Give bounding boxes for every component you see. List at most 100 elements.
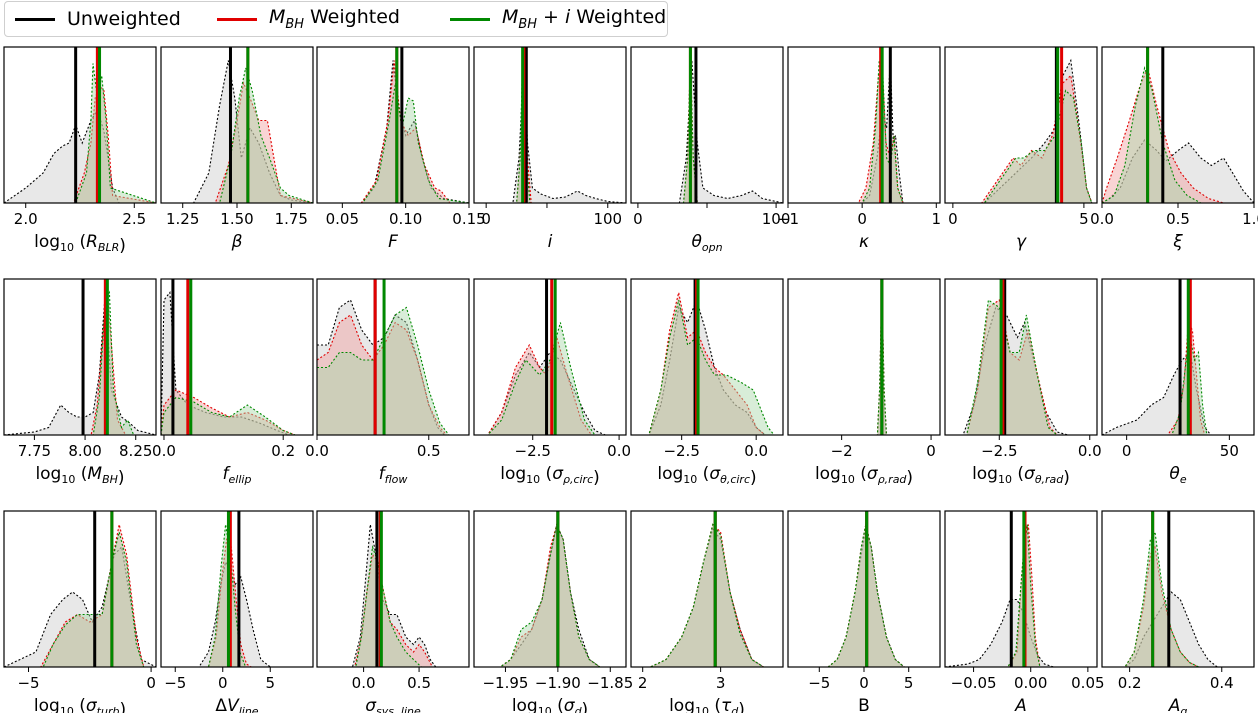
density-curve-unweighted [788, 60, 940, 203]
x-axis-label: fflow [379, 464, 408, 486]
legend-label-mbhi-weighted: MBH + i Weighted [502, 6, 666, 32]
x-tick-label: 2.0 [14, 210, 38, 228]
x-tick-label: −2.5 [663, 442, 699, 460]
density-fill-unweighted [945, 307, 1097, 435]
x-tick-label: 0.0 [305, 442, 329, 460]
panel-frame [944, 510, 1098, 668]
x-tick-label: 0.0 [352, 674, 376, 692]
density-curve-mbhi [4, 290, 156, 435]
legend-mbh-subscript: BH [285, 16, 304, 32]
density-fill-mbhi [945, 300, 1097, 435]
panel-frame [473, 510, 627, 668]
panel-plot-area [161, 511, 313, 667]
density-curve-mbh [317, 553, 469, 667]
x-axis-label: B [858, 696, 870, 713]
x-axis-label: κ [859, 232, 869, 252]
panel-plot-area [631, 47, 783, 203]
density-fill-unweighted [631, 529, 783, 667]
density-fill-mbh [317, 315, 469, 435]
density-fill-mbhi [788, 288, 940, 435]
legend-line-unweighted [15, 17, 55, 21]
legend-line-mbhi-weighted [450, 17, 490, 21]
x-tick-label: 0 [481, 210, 491, 228]
density-fill-unweighted [945, 599, 1097, 667]
x-axis-label: σsys, line [365, 696, 421, 713]
panel-log_sigma_turb: −5 0 log10 (σturb) [3, 510, 157, 713]
density-fill-unweighted [161, 292, 313, 435]
density-curve-mbhi [474, 522, 626, 667]
density-fill-unweighted [317, 300, 469, 435]
panel-plot-area [4, 279, 156, 435]
density-curve-mbhi [1102, 337, 1254, 435]
density-fill-unweighted [4, 110, 156, 203]
x-tick-label: 0.0 [152, 442, 176, 460]
density-fill-mbh [474, 56, 626, 203]
panel-log_mbh: 7.75 8.00 8.25 log10 (MBH) [3, 278, 157, 488]
panel-beta: 1.25 1.50 1.75 β [160, 46, 314, 252]
panel-frame [473, 278, 627, 436]
density-curve-mbhi [945, 299, 1097, 435]
panel-xi: 0.0 0.5 1.0 ξ [1090, 46, 1258, 252]
density-curve-mbh [945, 74, 1097, 203]
x-tick-label: −2.5 [515, 442, 551, 460]
x-tick-label: 1.0 [1242, 210, 1258, 228]
legend-mbh-rest: Weighted [303, 6, 400, 29]
density-fill-unweighted [474, 60, 626, 203]
panel-log_sigma_rho_circ: −2.5 0.0 log10 (σρ,circ) [473, 278, 631, 488]
x-tick-label: 0.05 [1071, 674, 1104, 692]
density-curve-mbhi [788, 60, 940, 203]
x-tick-label: 0.0 [744, 442, 768, 460]
density-curve-mbh [317, 314, 469, 435]
x-tick-label: 5 [1079, 210, 1089, 228]
panel-frame [1101, 510, 1255, 668]
density-fill-unweighted [474, 352, 626, 435]
x-tick-label: −5 [164, 674, 186, 692]
x-tick-label: 1.25 [166, 210, 199, 228]
density-curve-mbh [631, 55, 783, 203]
x-tick-label: 50 [1220, 442, 1239, 460]
x-axis-label: β [231, 232, 243, 252]
density-fill-mbh [631, 524, 783, 667]
legend-mbh-symbol: M [269, 6, 286, 29]
density-curve-mbh [788, 287, 940, 435]
legend-mbhi-rest: Weighted [570, 6, 667, 29]
density-curve-mbh [788, 65, 940, 203]
density-fill-mbh [4, 524, 156, 667]
panel-plot-area [161, 279, 313, 435]
density-fill-mbh [161, 390, 313, 435]
density-curve-mbh [1102, 66, 1254, 203]
x-axis-label: log10 (σθ,circ) [657, 464, 756, 488]
density-fill-mbh [1102, 547, 1254, 667]
panel-frame [3, 278, 157, 436]
panel-f_ellip: 0.0 0.2 fellip [152, 278, 314, 486]
panel-plot-area [945, 279, 1097, 435]
panel-gamma: 0 5 γ [944, 46, 1098, 252]
panel-A_g: 0.2 0.4 Ag [1101, 510, 1255, 713]
density-fill-unweighted [161, 562, 313, 667]
x-tick-label: 1.50 [220, 210, 253, 228]
density-fill-unweighted [317, 524, 469, 667]
density-fill-mbhi [4, 532, 156, 667]
legend-mbhi-i: i [564, 6, 571, 29]
panel-log_sigma_d: −1.95 −1.90 −1.85 log10 (σd) [473, 510, 633, 713]
density-curve-mbhi [161, 396, 313, 435]
density-curve-unweighted [474, 60, 626, 203]
panel-log_sigma_rho_rad: −2 0 log10 (σρ,rad) [787, 278, 941, 488]
panel-theta_opn: 0 100 θopn [630, 46, 790, 254]
density-curve-unweighted [631, 298, 783, 435]
legend-mbhi-symbol: M [502, 6, 519, 29]
density-curve-mbhi [1102, 530, 1254, 667]
x-tick-label: 0 [146, 674, 156, 692]
panel-frame [316, 510, 470, 668]
density-curve-unweighted [317, 524, 469, 667]
panel-f_flow: 0.0 0.5 fflow [305, 278, 470, 486]
panel-plot-area [317, 47, 469, 203]
panel-frame [944, 46, 1098, 204]
x-tick-label: 5 [904, 674, 914, 692]
density-fill-mbhi [945, 90, 1097, 203]
x-tick-label: 0 [948, 210, 958, 228]
density-curve-mbh [4, 84, 156, 203]
x-tick-label: 0.5 [407, 674, 431, 692]
density-fill-mbhi [788, 60, 940, 203]
panel-plot-area [317, 511, 469, 667]
